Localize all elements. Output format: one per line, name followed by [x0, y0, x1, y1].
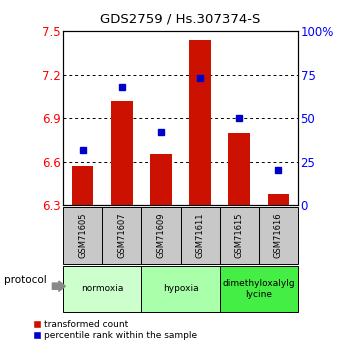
Text: dimethyloxalylg
lycine: dimethyloxalylg lycine: [222, 279, 295, 299]
Bar: [268, 194, 289, 205]
Text: GDS2759 / Hs.307374-S: GDS2759 / Hs.307374-S: [100, 12, 261, 25]
Legend: transformed count, percentile rank within the sample: transformed count, percentile rank withi…: [34, 320, 197, 341]
Text: GSM71609: GSM71609: [156, 213, 165, 258]
Text: GSM71616: GSM71616: [274, 213, 283, 258]
Bar: [189, 40, 211, 205]
Text: protocol: protocol: [4, 275, 46, 285]
Bar: [150, 155, 172, 205]
Bar: [229, 133, 250, 205]
Text: normoxia: normoxia: [81, 284, 123, 294]
Bar: [111, 101, 132, 205]
Text: GSM71607: GSM71607: [117, 213, 126, 258]
Bar: [72, 166, 93, 205]
Text: GSM71605: GSM71605: [78, 213, 87, 258]
Text: GSM71611: GSM71611: [196, 213, 205, 258]
Text: hypoxia: hypoxia: [163, 284, 198, 294]
Text: GSM71615: GSM71615: [235, 213, 244, 258]
